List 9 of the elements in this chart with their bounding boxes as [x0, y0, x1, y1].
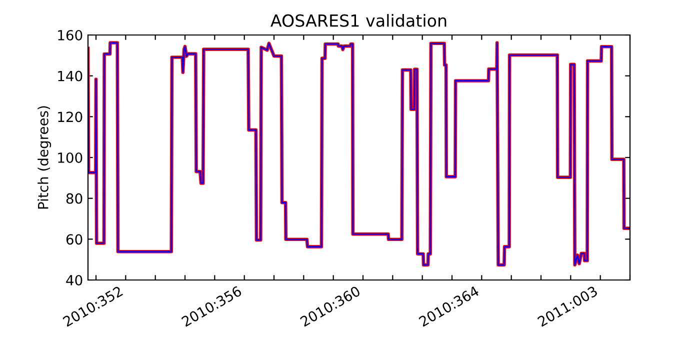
y-tick-label: 60 [66, 234, 82, 245]
chart-title: AOSARES1 validation [270, 14, 446, 27]
y-axis-title: Pitch (degrees) [38, 106, 52, 209]
y-tick-label: 80 [66, 193, 82, 204]
y-tick-label: 120 [58, 112, 82, 122]
y-tick-label: 160 [58, 30, 82, 40]
y-tick-label: 40 [66, 274, 82, 286]
y-tick-label: 140 [58, 70, 82, 82]
y-tick-label: 100 [58, 152, 82, 163]
